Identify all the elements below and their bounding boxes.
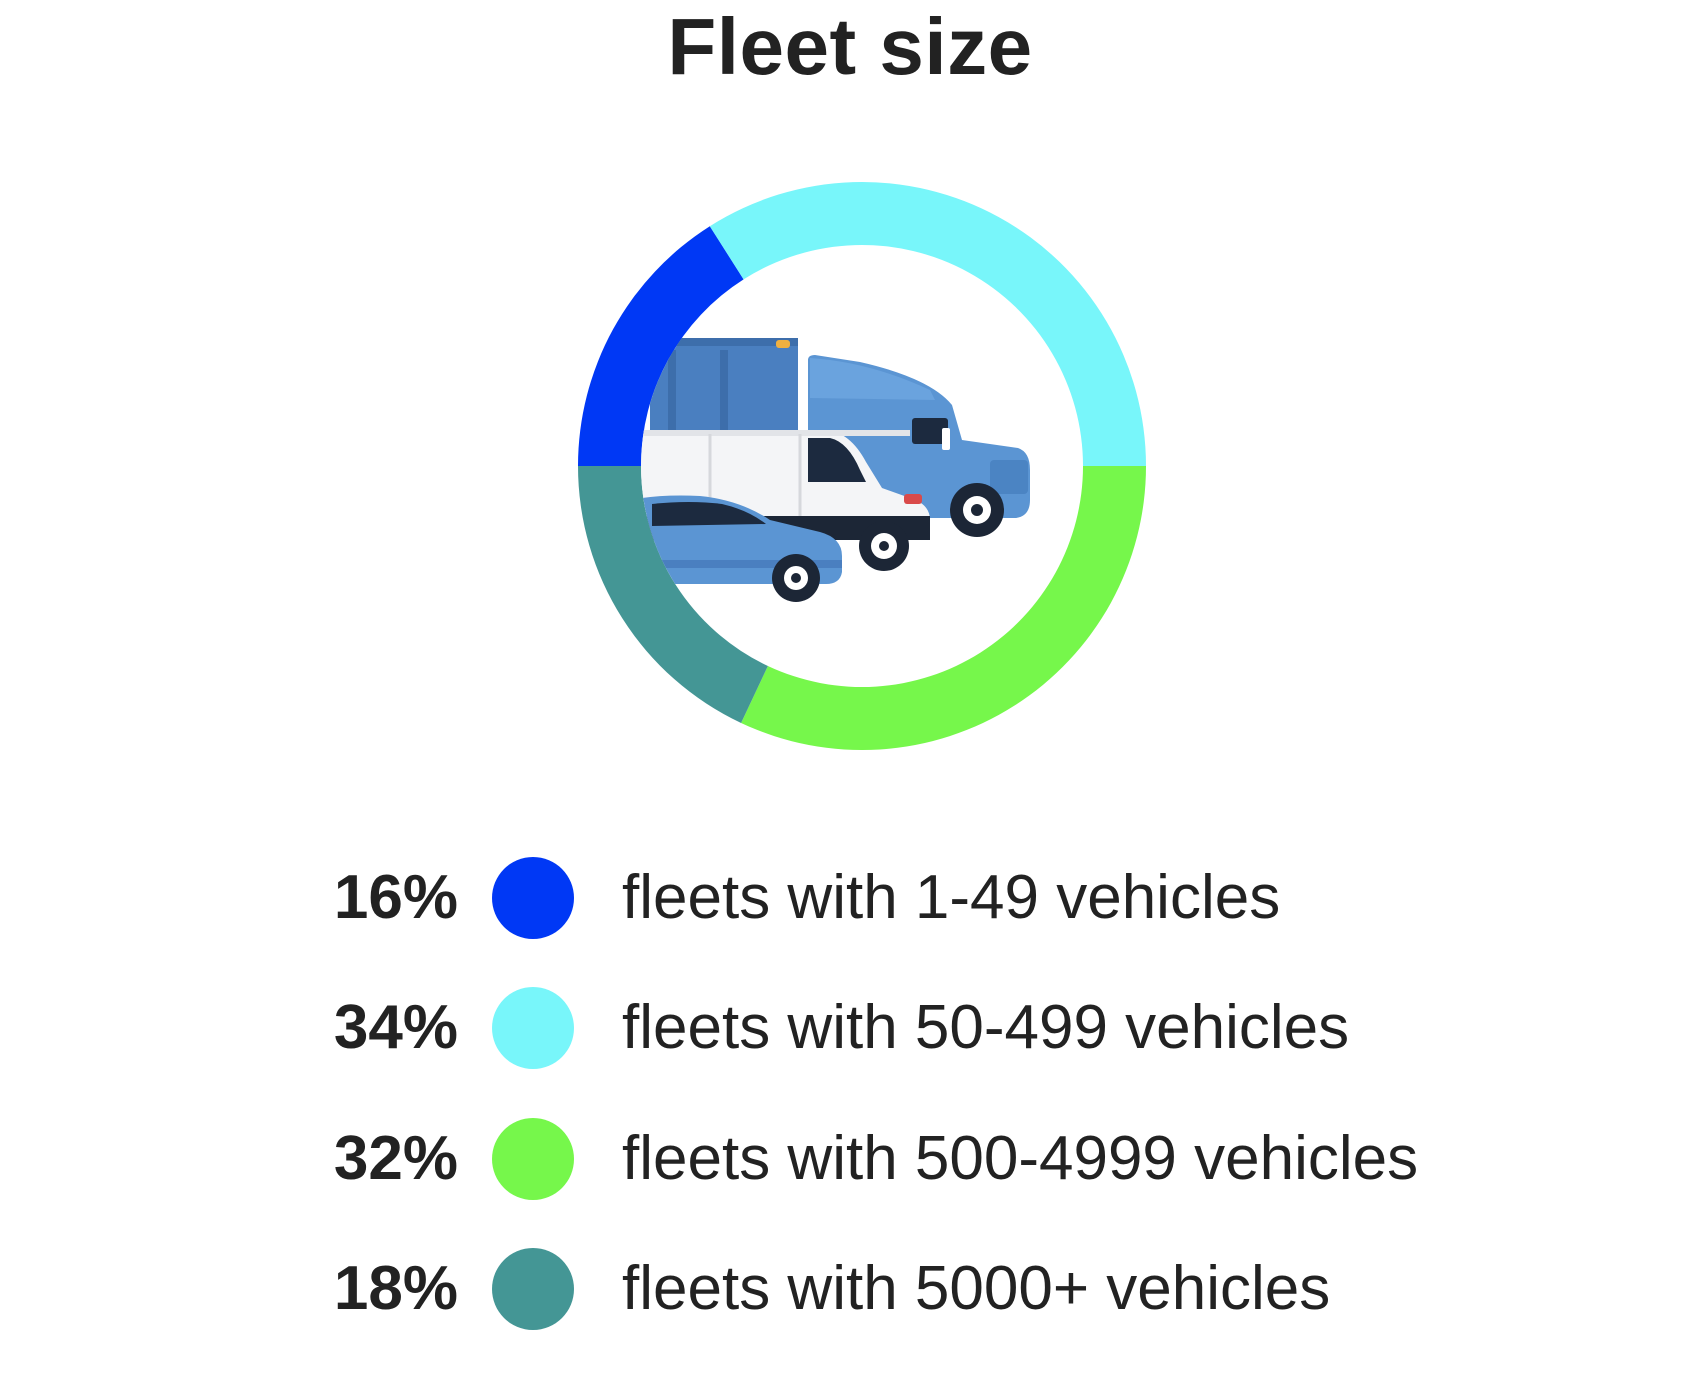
donut-slices [578, 182, 1146, 750]
legend-item: 18% fleets with 5000+ vehicles [0, 1247, 1700, 1331]
car [641, 495, 842, 602]
donut-slice-2 [709, 182, 1146, 466]
legend-swatch [492, 1248, 574, 1330]
legend-percent: 32% [333, 1124, 458, 1193]
legend-percent: 18% [333, 1254, 458, 1323]
legend-label: fleets with 5000+ vehicles [622, 1254, 1331, 1323]
fleet-vehicles-illustration [641, 338, 1030, 602]
donut-slice-4 [578, 466, 768, 723]
legend-percent: 34% [333, 993, 458, 1062]
legend-item: 32% fleets with 500-4999 vehicles [0, 1117, 1700, 1201]
legend-swatch [492, 987, 574, 1069]
legend-item: 34% fleets with 50-499 vehicles [0, 986, 1700, 1070]
truck-trailer [650, 338, 798, 442]
donut-slice-1 [578, 226, 744, 466]
legend-swatch [492, 857, 574, 939]
legend-label: fleets with 500-4999 vehicles [622, 1124, 1419, 1193]
donut-slice-3 [741, 466, 1146, 750]
legend-item: 16% fleets with 1-49 vehicles [0, 856, 1700, 940]
legend-label: fleets with 50-499 vehicles [622, 993, 1350, 1062]
legend-percent: 16% [333, 863, 458, 932]
legend-label: fleets with 1-49 vehicles [622, 863, 1281, 932]
chart-title: Fleet size [667, 2, 1033, 91]
legend-swatch [492, 1118, 574, 1200]
